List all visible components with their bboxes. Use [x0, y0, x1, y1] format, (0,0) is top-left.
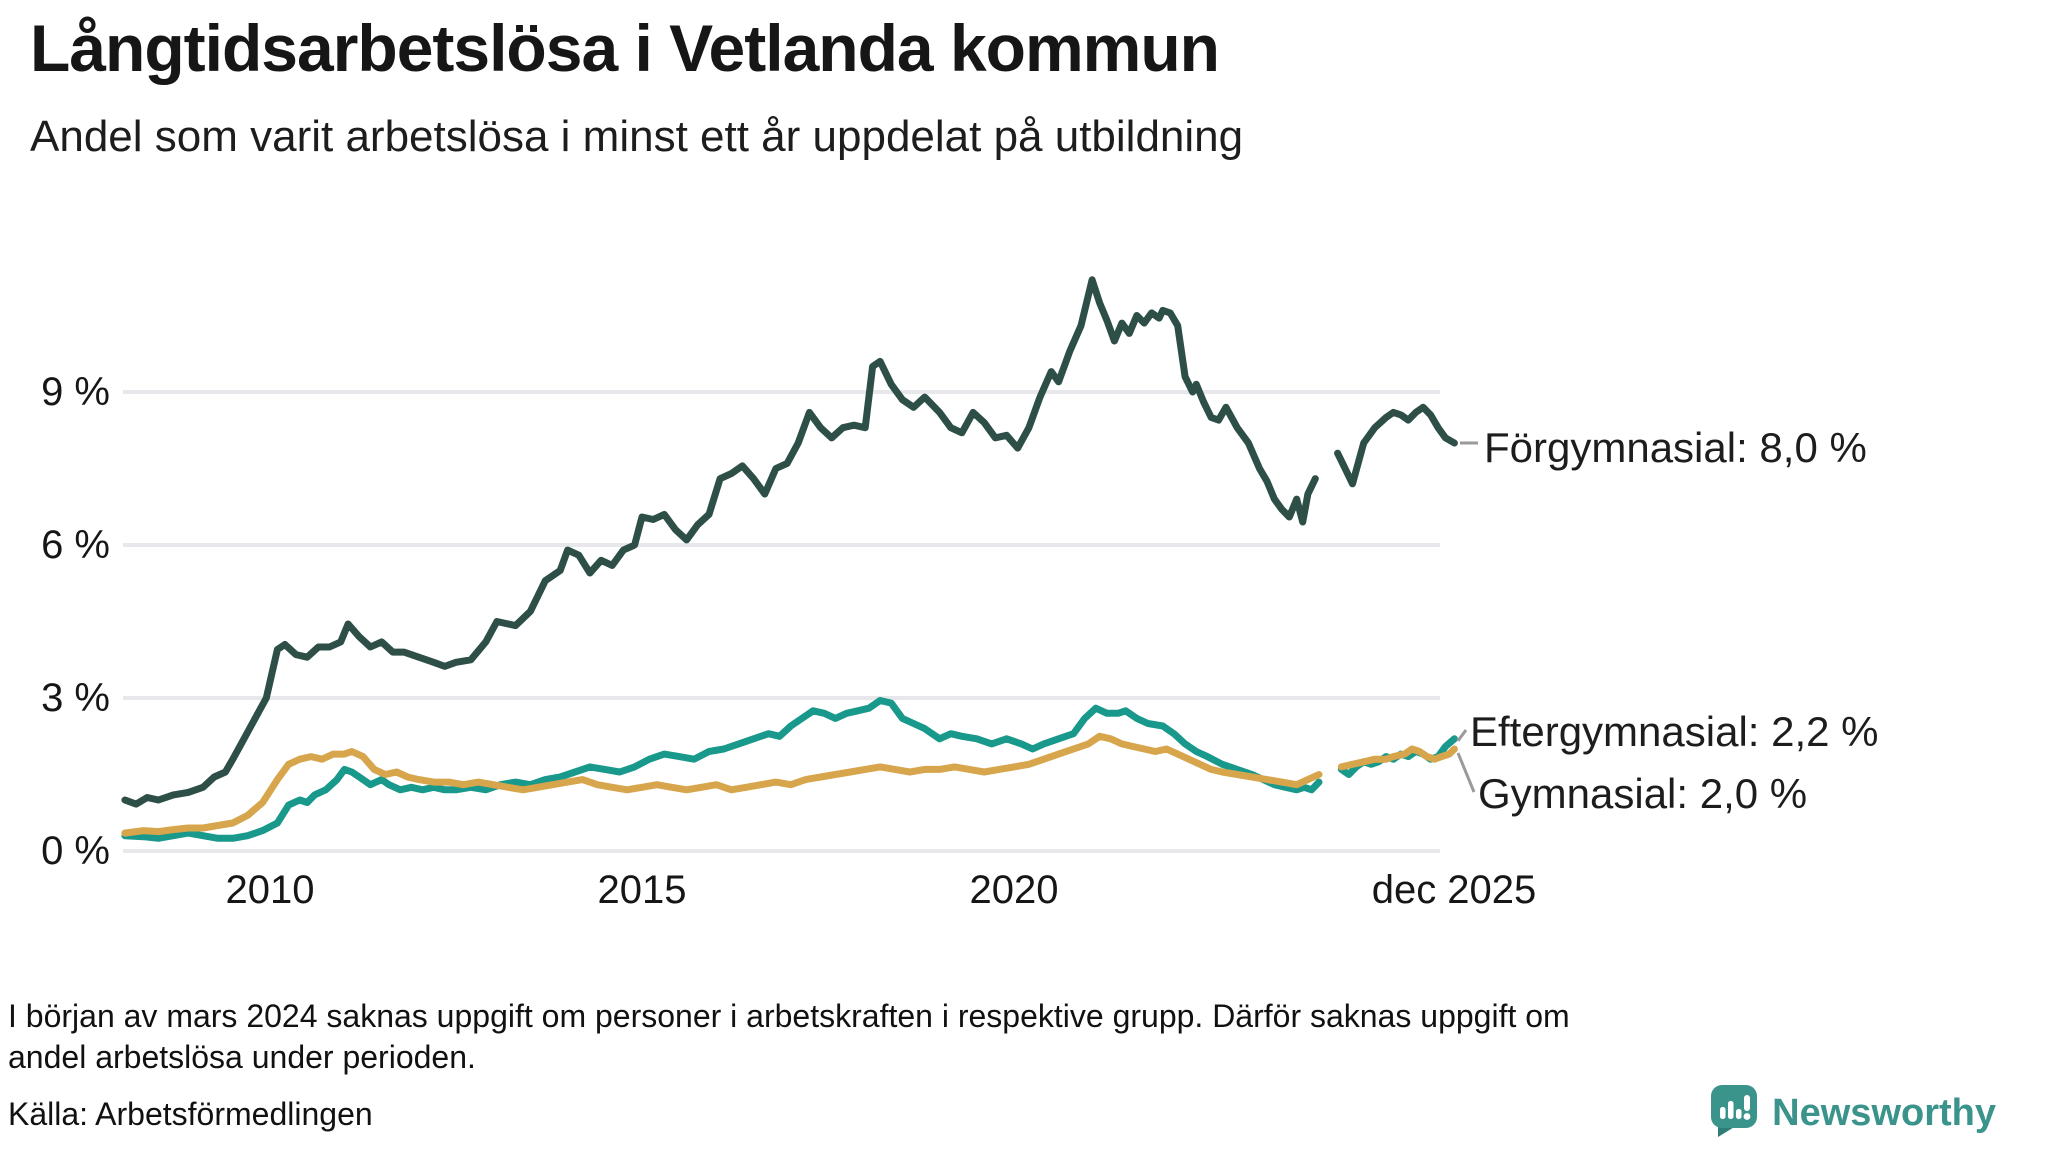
series-end-label-eftergymnasial: Eftergymnasial: 2,2 %: [1470, 708, 1879, 755]
y-axis-tick-6: 6 %: [41, 523, 110, 567]
newsworthy-logo-icon: [1708, 1082, 1760, 1145]
chart-subtitle: Andel som varit arbetslösa i minst ett å…: [30, 112, 1244, 161]
y-axis-tick-9: 9 %: [41, 370, 110, 414]
footnote-line-2: andel arbetslösa under perioden.: [8, 1039, 476, 1075]
x-axis-tick-2020: 2020: [969, 868, 1059, 912]
series-line-eftergymnasial: [121, 697, 1323, 842]
chart-footnote: I början av mars 2024 saknas uppgift om …: [8, 996, 2042, 1078]
series-line-förgymnasial: [121, 276, 1319, 808]
series-end-label-gymnasial: Gymnasial: 2,0 %: [1478, 770, 1808, 817]
series-line-förgymnasial: [1334, 403, 1458, 488]
source-credit: Källa: Arbetsförmedlingen: [8, 1096, 373, 1132]
series-line-gymnasial: [121, 732, 1323, 837]
label-connector-2: [1456, 752, 1476, 793]
newsworthy-logo-text: Newsworthy: [1772, 1092, 1996, 1134]
footnote-line-1: I början av mars 2024 saknas uppgift om …: [8, 998, 1570, 1034]
x-axis-tick-dec-2025: dec 2025: [1371, 868, 1537, 912]
series-end-label-forgymnasial: Förgymnasial: 8,0 %: [1484, 424, 1867, 471]
y-axis-tick-3: 3 %: [41, 676, 110, 720]
x-axis-tick-2010: 2010: [225, 868, 315, 912]
page-title: Långtidsarbetslösa i Vetlanda kommun: [30, 11, 1220, 85]
newsworthy-logo: Newsworthy: [1708, 1082, 1996, 1145]
label-connector-1: [1456, 729, 1468, 742]
y-axis-tick-0: 0 %: [41, 829, 110, 873]
x-axis-tick-2015: 2015: [597, 868, 687, 912]
series-line-gymnasial: [1337, 745, 1458, 771]
